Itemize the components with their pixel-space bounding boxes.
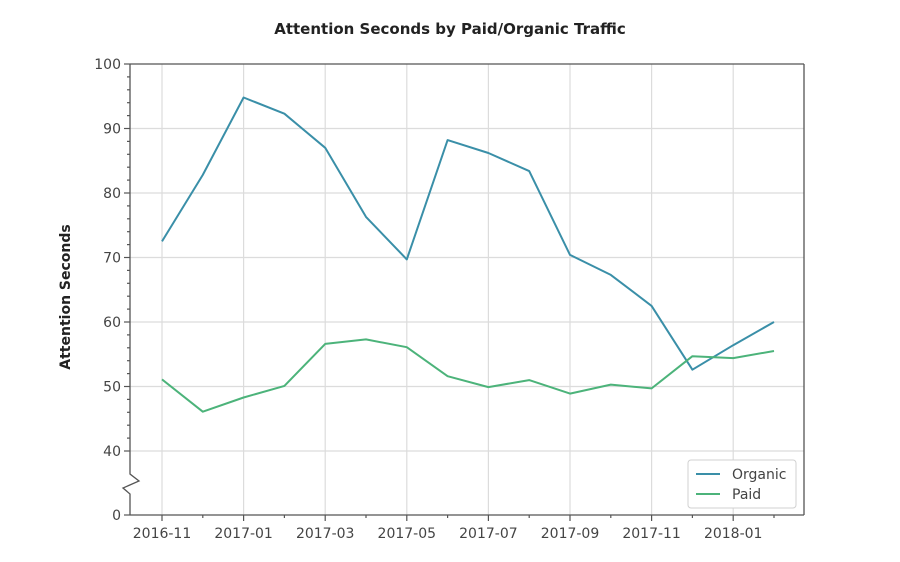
legend-label-organic: Organic	[732, 467, 786, 483]
x-tick-label: 2017-05	[378, 526, 437, 542]
gridlines	[130, 64, 804, 515]
y-tick-label: 40	[103, 444, 121, 460]
series-line-organic	[161, 96, 775, 371]
legend: Organic Paid	[687, 459, 797, 509]
y-axis-label: Attention Seconds	[58, 224, 74, 369]
x-tick-label: 2016-11	[133, 526, 192, 542]
x-tick-label: 2017-07	[459, 526, 518, 542]
x-tick-label: 2017-11	[622, 526, 681, 542]
axes: 0 40 50 60 70 80 90 100 2016-11 2017-01 2017-03 201…	[94, 57, 805, 542]
y-tick-label: 100	[94, 57, 121, 73]
x-tick-label: 2017-09	[541, 526, 600, 542]
y-tick-label: 60	[103, 315, 121, 331]
x-tick-label: 2017-03	[296, 526, 355, 542]
x-tick-label: 2017-01	[214, 526, 273, 542]
y-tick-label: 50	[103, 380, 121, 396]
legend-box	[687, 459, 797, 509]
legend-label-paid: Paid	[732, 487, 761, 503]
series-lines	[161, 96, 775, 413]
y-axis-break	[121, 64, 141, 515]
series-line-paid	[161, 338, 775, 413]
x-tick-label: 2018-01	[704, 526, 763, 542]
y-tick-label: 70	[103, 251, 121, 267]
y-tick-label: 80	[103, 186, 121, 202]
chart-title: Attention Seconds by Paid/Organic Traffi…	[274, 20, 626, 38]
y-tick-label: 90	[103, 122, 121, 138]
y-tick-label: 0	[112, 508, 121, 524]
